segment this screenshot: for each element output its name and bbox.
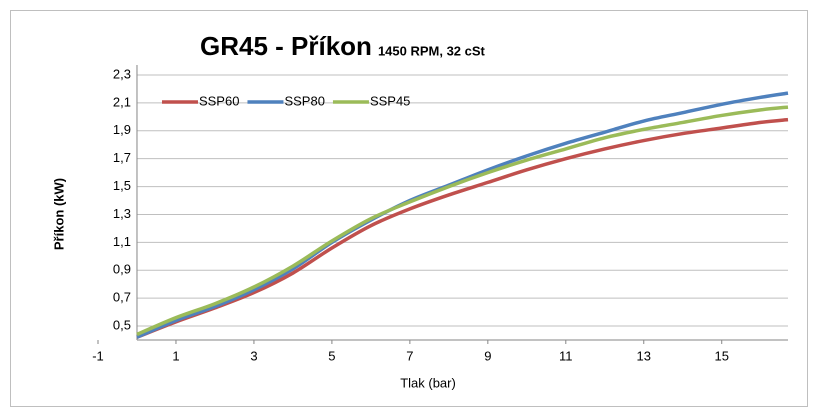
y-axis-label: Příkon (kW): [51, 178, 66, 250]
y-tick-label: 1,5: [113, 178, 131, 193]
legend-label: SSP80: [284, 93, 324, 108]
chart-title: GR45 - Příkon: [200, 31, 372, 61]
x-tick-label: 1: [172, 348, 179, 363]
y-tick-label: 1,7: [113, 150, 131, 165]
y-tick-label: 0,7: [113, 290, 131, 305]
x-tick-label: 7: [406, 348, 413, 363]
x-tick-label: 3: [250, 348, 257, 363]
series-line: [136, 117, 789, 339]
y-tick-label: 0,5: [113, 317, 131, 332]
x-tick-label: 15: [714, 348, 728, 363]
y-tick-label: 1,1: [113, 234, 131, 249]
series-line: [136, 105, 789, 337]
y-tick-label: 0,9: [113, 262, 131, 277]
chart-subtitle: 1450 RPM, 32 cSt: [378, 43, 486, 58]
y-tick-label: 1,3: [113, 206, 131, 221]
legend-label: SSP60: [199, 93, 239, 108]
x-tick-label: 13: [637, 348, 651, 363]
y-tick-label: 1,9: [113, 122, 131, 137]
x-tick-label: 11: [559, 348, 573, 363]
x-axis-label: Tlak (bar): [400, 375, 456, 390]
x-tick-label: 5: [328, 348, 335, 363]
x-tick-label: 9: [484, 348, 491, 363]
y-tick-label: 2,3: [113, 66, 131, 81]
series-line: [136, 91, 789, 339]
legend-label: SSP45: [370, 93, 410, 108]
x-tick-label: -1: [92, 348, 104, 363]
y-tick-label: 2,1: [113, 94, 131, 109]
